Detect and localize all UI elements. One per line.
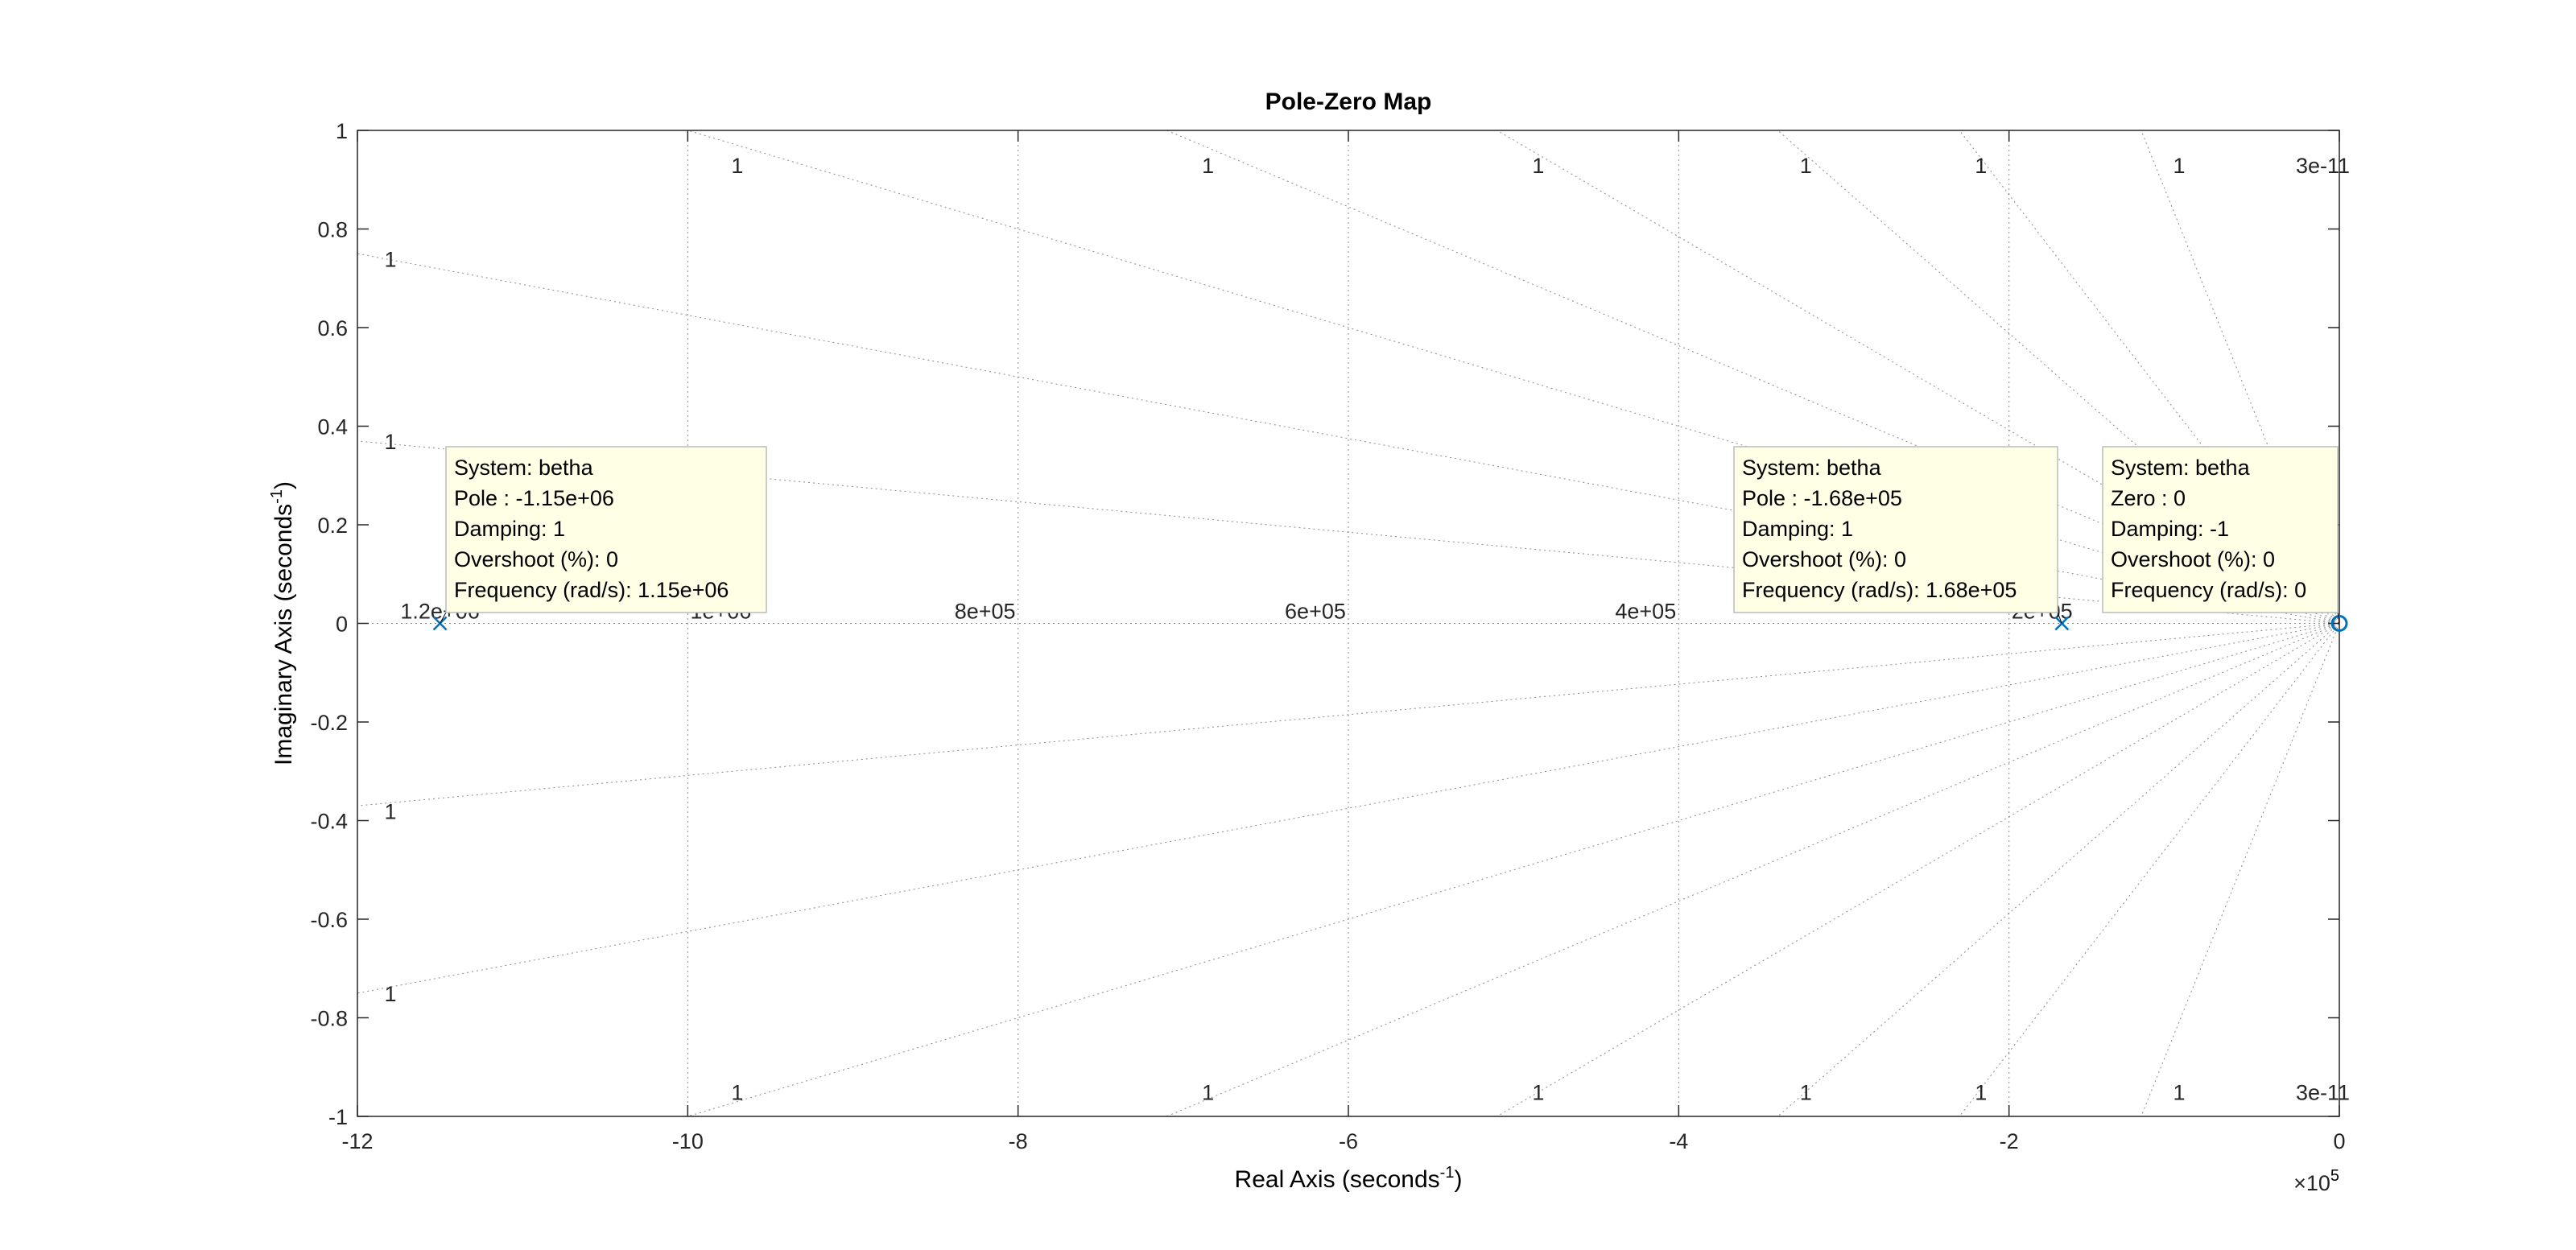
datatip[interactable]: System: betha Zero : 0 Damping: -1 Overshoo…	[2102, 446, 2340, 624]
damping-grid-label: 3e-11	[2296, 154, 2350, 178]
damping-grid-label: 1	[2173, 1080, 2185, 1104]
x-tick-label: 0	[2333, 1129, 2345, 1153]
y-axis-title: Imaginary Axis (seconds-1)	[268, 481, 297, 765]
x-axis-title-text: Real Axis (seconds	[1235, 1166, 1440, 1193]
datatip-line: Frequency (rad/s): 1.15e+06	[454, 578, 729, 602]
datatip[interactable]: System: betha Pole : -1.15e+06 Damping: 1 O…	[440, 446, 767, 624]
y-tick-label: -1	[328, 1105, 348, 1129]
damping-grid-label: 1	[1975, 154, 1987, 178]
y-axis-title-close: )	[270, 481, 297, 489]
datatip-pointer	[440, 612, 447, 624]
datatip-box	[445, 446, 767, 613]
datatip-pointer	[2337, 612, 2340, 624]
y-tick-label: 0.8	[317, 218, 348, 242]
x-axis-title-close: )	[1454, 1166, 1462, 1193]
damping-grid-label: 1	[2173, 154, 2185, 178]
damping-grid-label: 1	[1800, 154, 1812, 178]
datatip-line: Pole : -1.15e+06	[454, 486, 614, 510]
damping-grid-ray	[1496, 623, 2340, 1117]
datatip-line: Damping: 1	[454, 517, 565, 541]
datatip-line: Overshoot (%): 0	[2111, 547, 2275, 571]
damping-grid-label: 1	[385, 430, 397, 454]
damping-grid-label: 1	[1202, 154, 1214, 178]
damping-grid-ray	[357, 623, 2340, 807]
damping-grid-ray	[2140, 623, 2340, 1117]
frequency-grid-label: 6e+05	[1285, 600, 1346, 624]
x-tick-label: -6	[1339, 1129, 1358, 1153]
damping-grid-label: 1	[1202, 1080, 1214, 1104]
datatip-line: Zero : 0	[2111, 486, 2186, 510]
y-tick-label: 1	[336, 119, 348, 143]
damping-grid-ray	[2140, 130, 2340, 624]
datatip-line: System: betha	[1742, 456, 1882, 480]
y-axis-title-sup: -1	[268, 489, 286, 504]
x-axis-title: Real Axis (seconds-1)	[1235, 1164, 1463, 1193]
datatip-line: Overshoot (%): 0	[1742, 547, 1906, 571]
frequency-grid-label: 4e+05	[1615, 600, 1676, 624]
datatip-pointer	[2057, 612, 2062, 624]
x-axis-exponent-label: ×105	[2293, 1167, 2339, 1195]
datatip-line: Overshoot (%): 0	[454, 547, 618, 571]
damping-grid-ray	[357, 440, 2340, 624]
y-tick-label: 0.4	[317, 415, 348, 439]
tick-layer: -12 -10 -8 -6 -4 -2 0 -1 -0.8 -0.6 -0.4 -0.2 0 0.2 0.4…	[310, 119, 2345, 1153]
datatip-line: Frequency (rad/s): 0	[2111, 578, 2306, 602]
datatip-line: System: betha	[2111, 456, 2251, 480]
y-tick-label: -0.8	[310, 1007, 348, 1031]
damping-grid-ray	[1496, 130, 2340, 624]
chart-title: Pole-Zero Map	[1265, 89, 1432, 115]
damping-grid-label: 1	[1975, 1080, 1987, 1104]
damping-grid-label: 1	[731, 1080, 743, 1104]
y-tick-label: 0	[336, 613, 348, 637]
x-axis-exponent-power: 5	[2330, 1167, 2339, 1185]
y-tick-label: -0.2	[310, 711, 348, 735]
y-axis-title-text: Imaginary Axis (seconds	[270, 504, 297, 765]
datatip[interactable]: System: betha Pole : -1.68e+05 Damping: 1 O…	[1733, 446, 2062, 624]
x-axis-exponent-base: ×10	[2293, 1171, 2330, 1195]
damping-grid-label: 1	[1800, 1080, 1812, 1104]
datatip-layer[interactable]: System: betha Pole : -1.15e+06 Damping: 1 O…	[440, 446, 2340, 624]
damping-grid-label: 1	[1532, 154, 1544, 178]
y-tick-label: 0.6	[317, 316, 348, 340]
damping-grid-label: 1	[385, 982, 397, 1006]
damping-grid-label: 1	[385, 799, 397, 823]
zero-marker[interactable]	[2330, 615, 2348, 632]
damping-grid-label: 1	[385, 247, 397, 271]
y-tick-label: -0.6	[310, 908, 348, 932]
x-tick-label: -2	[2000, 1129, 2019, 1153]
datatip-line: Damping: -1	[2111, 517, 2229, 541]
x-axis-title-sup: -1	[1440, 1164, 1455, 1182]
datatip-line: Pole : -1.68e+05	[1742, 486, 1902, 510]
x-tick-label: -10	[672, 1129, 704, 1153]
datatip-box	[1733, 446, 2058, 613]
x-tick-label: -12	[341, 1129, 373, 1153]
damping-grid-label: 1	[1532, 1080, 1544, 1104]
y-tick-label: -0.4	[310, 810, 348, 834]
frequency-grid-label: 8e+05	[955, 600, 1016, 624]
x-tick-label: -8	[1009, 1129, 1028, 1153]
grid-layer	[357, 130, 2340, 1117]
datatip-line: Frequency (rad/s): 1.68e+05	[1742, 578, 2017, 602]
x-tick-label: -4	[1669, 1129, 1688, 1153]
datatip-box	[2102, 446, 2339, 613]
damping-grid-label: 1	[731, 154, 743, 178]
damping-grid-label: 3e-11	[2296, 1080, 2350, 1104]
datatip-line: System: betha	[454, 456, 594, 480]
datatip-line: Damping: 1	[1742, 517, 1853, 541]
y-tick-label: 0.2	[317, 514, 348, 538]
